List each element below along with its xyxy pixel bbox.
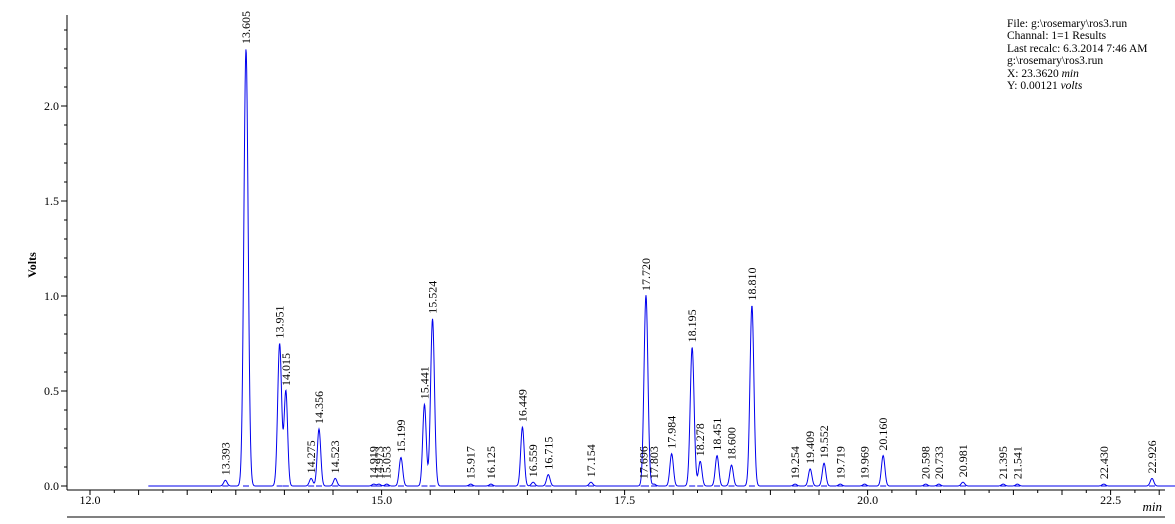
peak-rt-label: 19.552 bbox=[817, 425, 831, 458]
peak-rt-label: 19.254 bbox=[788, 446, 802, 479]
peak-rt-label: 17.696 bbox=[637, 446, 651, 479]
peak-rt-label: 20.981 bbox=[956, 444, 970, 477]
y-tick-label: 1.0 bbox=[44, 289, 59, 303]
peak-rt-label: 17.984 bbox=[665, 416, 679, 449]
peak-rt-label: 16.449 bbox=[515, 389, 529, 422]
peak-rt-label: 15.524 bbox=[426, 281, 440, 314]
peak-rt-label: 14.275 bbox=[304, 440, 318, 473]
peak-rt-label: 14.919 bbox=[367, 446, 381, 479]
peak-rt-label: 14.015 bbox=[279, 353, 293, 386]
peak-rt-label: 18.600 bbox=[725, 427, 739, 460]
peak-rt-label: 20.160 bbox=[876, 418, 890, 451]
channel-line: Channal: 1=1 Results bbox=[1007, 30, 1107, 43]
peak-rt-label: 13.605 bbox=[239, 11, 253, 44]
peak-rt-label: 22.926 bbox=[1145, 440, 1159, 473]
peak-rt-label: 16.715 bbox=[541, 437, 555, 470]
y-axis-label: Volts bbox=[25, 252, 39, 278]
peak-rt-label: 19.719 bbox=[833, 446, 847, 479]
peak-rt-label: 13.951 bbox=[273, 306, 287, 339]
file-line: File: g:\rosemary\ros3.run bbox=[1007, 18, 1128, 30]
x-tick-label: 17.5 bbox=[614, 493, 635, 507]
y-tick-label: 0.5 bbox=[44, 384, 59, 398]
peak-rt-label: 18.278 bbox=[693, 423, 707, 456]
peak-rt-label: 14.356 bbox=[312, 391, 326, 424]
peak-rt-label: 19.969 bbox=[858, 446, 872, 479]
x-tick-label: 20.0 bbox=[857, 493, 878, 507]
peak-rt-label: 21.541 bbox=[1010, 446, 1024, 479]
x-axis-unit-label: min bbox=[1143, 499, 1163, 514]
x-tick-label: 15.0 bbox=[371, 493, 392, 507]
peak-rt-label: 14.973 bbox=[372, 446, 386, 479]
y-tick-label: 1.5 bbox=[44, 194, 59, 208]
axes: 0.0 0.5 1.0 1.5 2.0 12.0 15.0 17.5 20.0 22.5 bbox=[44, 15, 1165, 518]
run-info-panel: File: g:\rosemary\ros3.run Channal: 1=1 … bbox=[1007, 18, 1148, 92]
peak-rt-label: 18.195 bbox=[685, 309, 699, 342]
peak-rt-label: 13.393 bbox=[218, 442, 232, 475]
y-tick-label: 0.0 bbox=[44, 479, 59, 493]
peak-rt-label: 19.409 bbox=[803, 431, 817, 464]
peak-rt-label: 20.598 bbox=[919, 446, 933, 479]
peak-labels: 13.393 13.605 13.951 14.015 14.275 14.356 14.5… bbox=[218, 11, 1159, 487]
y-tick-label: 2.0 bbox=[44, 99, 59, 113]
peak-rt-label: 14.523 bbox=[328, 440, 342, 473]
x-tick-label: 22.5 bbox=[1100, 493, 1121, 507]
peak-rt-label: 18.451 bbox=[710, 418, 724, 451]
peak-rt-label: 17.154 bbox=[584, 444, 598, 477]
peak-rt-label: 15.199 bbox=[394, 420, 408, 453]
peak-rt-label: 17.803 bbox=[647, 446, 661, 479]
peak-rt-label: 16.125 bbox=[484, 446, 498, 479]
peak-rt-label: 18.810 bbox=[745, 268, 759, 301]
peak-rt-label: 21.395 bbox=[996, 446, 1010, 479]
peak-rt-label: 15.053 bbox=[380, 446, 394, 479]
x-tick-label: 12.0 bbox=[80, 493, 101, 507]
peak-rt-label: 15.441 bbox=[417, 366, 431, 399]
y-cursor-line: Y: 0.00121 volts bbox=[1007, 80, 1083, 93]
peak-rt-label: 22.430 bbox=[1097, 446, 1111, 479]
x-cursor-line: X: 23.3620 min bbox=[1007, 67, 1079, 80]
peak-rt-label: 20.733 bbox=[932, 446, 946, 479]
chromatogram-trace bbox=[148, 49, 1175, 487]
path-line: g:\rosemary\ros3.run bbox=[1007, 55, 1104, 68]
last-recalc-line: Last recalc: 6.3.2014 7:46 AM bbox=[1007, 42, 1148, 55]
peak-rt-label: 16.559 bbox=[526, 444, 540, 477]
peak-rt-label: 15.917 bbox=[464, 446, 478, 479]
peak-rt-label: 17.720 bbox=[639, 258, 653, 291]
